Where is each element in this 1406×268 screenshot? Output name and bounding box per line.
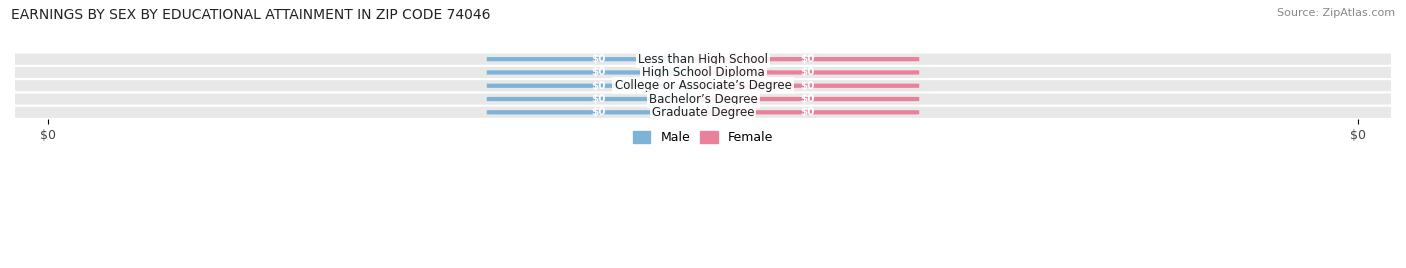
Text: Source: ZipAtlas.com: Source: ZipAtlas.com bbox=[1277, 8, 1395, 18]
Text: $0: $0 bbox=[591, 68, 606, 77]
FancyBboxPatch shape bbox=[486, 97, 710, 101]
Text: High School Diploma: High School Diploma bbox=[641, 66, 765, 79]
FancyBboxPatch shape bbox=[486, 57, 710, 61]
Text: $0: $0 bbox=[591, 107, 606, 117]
FancyBboxPatch shape bbox=[1, 80, 1405, 91]
Text: $0: $0 bbox=[800, 81, 815, 91]
Text: Less than High School: Less than High School bbox=[638, 53, 768, 66]
Text: Graduate Degree: Graduate Degree bbox=[652, 106, 754, 119]
FancyBboxPatch shape bbox=[696, 84, 920, 88]
FancyBboxPatch shape bbox=[696, 97, 920, 101]
FancyBboxPatch shape bbox=[1, 94, 1405, 105]
Text: $0: $0 bbox=[591, 54, 606, 64]
Text: $0: $0 bbox=[800, 68, 815, 77]
Text: $0: $0 bbox=[800, 54, 815, 64]
FancyBboxPatch shape bbox=[696, 57, 920, 61]
FancyBboxPatch shape bbox=[1, 54, 1405, 65]
FancyBboxPatch shape bbox=[696, 110, 920, 114]
FancyBboxPatch shape bbox=[486, 70, 710, 75]
Text: $0: $0 bbox=[591, 81, 606, 91]
Text: $0: $0 bbox=[800, 107, 815, 117]
Legend: Male, Female: Male, Female bbox=[628, 126, 778, 149]
FancyBboxPatch shape bbox=[486, 110, 710, 114]
FancyBboxPatch shape bbox=[696, 70, 920, 75]
Text: College or Associate’s Degree: College or Associate’s Degree bbox=[614, 79, 792, 92]
FancyBboxPatch shape bbox=[1, 107, 1405, 118]
Text: Bachelor’s Degree: Bachelor’s Degree bbox=[648, 92, 758, 106]
Text: $0: $0 bbox=[800, 94, 815, 104]
FancyBboxPatch shape bbox=[486, 84, 710, 88]
FancyBboxPatch shape bbox=[1, 67, 1405, 78]
Text: $0: $0 bbox=[591, 94, 606, 104]
Text: EARNINGS BY SEX BY EDUCATIONAL ATTAINMENT IN ZIP CODE 74046: EARNINGS BY SEX BY EDUCATIONAL ATTAINMEN… bbox=[11, 8, 491, 22]
